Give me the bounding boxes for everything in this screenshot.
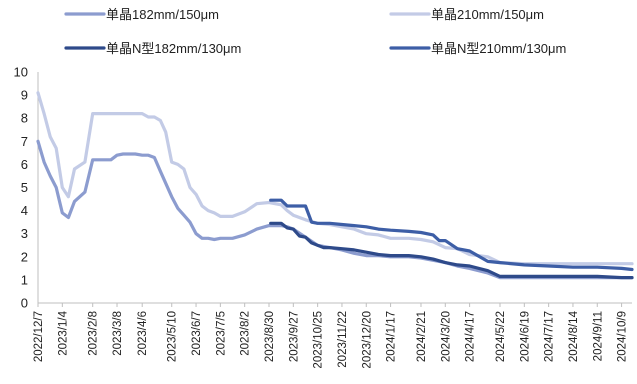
legend-label: 单晶210mm/150μm (431, 7, 544, 22)
x-tick-label: 2023/8/30 (264, 311, 276, 362)
x-tick-label: 2023/10/25 (313, 311, 325, 369)
x-tick-label: 2023/11/22 (337, 311, 349, 368)
x-tick-label: 2023/6/7 (191, 311, 203, 356)
x-tick-label: 2022/12/7 (33, 311, 45, 362)
series-line-2 (36, 91, 634, 266)
x-tick-label: 2024/4/17 (465, 311, 477, 362)
x-tick-label: 2023/4/6 (137, 311, 149, 356)
series-line-4 (269, 198, 634, 272)
y-tick-label: 2 (21, 249, 28, 264)
x-tick-label: 2023/1/4 (57, 310, 69, 355)
series-line-1 (36, 139, 634, 280)
x-tick-label: 2023/9/27 (288, 311, 300, 362)
x-tick-label: 2023/2/8 (88, 311, 100, 356)
series-line-3 (269, 221, 634, 280)
x-tick-label: 2024/6/19 (519, 311, 531, 362)
x-tick-label: 2024/5/22 (495, 311, 507, 362)
y-tick-label: 6 (21, 157, 28, 172)
x-tick-label: 2024/1/17 (386, 311, 398, 362)
x-tick-label: 2024/3/20 (440, 311, 452, 362)
x-tick-label: 2023/8/2 (240, 311, 252, 356)
legend-label: 单晶N型210mm/130μm (431, 41, 566, 56)
legend-label: 单晶N型182mm/130μm (106, 41, 241, 56)
y-tick-label: 7 (21, 134, 28, 149)
y-tick-label: 0 (21, 296, 28, 311)
plot-series (36, 91, 634, 280)
y-axis: 0 1 2 3 4 5 6 7 8 9 10 (14, 65, 39, 311)
x-tick-label: 2024/7/17 (544, 311, 556, 362)
x-tick-label: 2023/12/20 (361, 311, 373, 369)
y-tick-label: 5 (21, 180, 28, 195)
legend: 单晶182mm/150μm 单晶210mm/150μm 单晶N型182mm/130μ… (64, 7, 566, 56)
y-tick-label: 3 (21, 226, 28, 241)
x-tick-label: 2024/2/21 (416, 311, 428, 362)
x-tick-label: 2024/9/11 (592, 311, 604, 361)
x-tick-label: 2023/7/5 (215, 311, 227, 356)
y-tick-label: 4 (21, 203, 28, 218)
y-tick-label: 9 (21, 88, 28, 103)
y-tick-label: 1 (21, 272, 28, 287)
x-tick-label: 2023/3/8 (112, 311, 124, 356)
x-tick-label: 2024/8/14 (568, 310, 580, 362)
y-tick-label: 10 (14, 65, 28, 80)
x-tick-label: 2024/10/9 (617, 311, 629, 362)
x-tick-label: 2023/5/10 (167, 311, 179, 362)
y-tick-label: 8 (21, 111, 28, 126)
legend-label: 单晶182mm/150μm (106, 7, 219, 22)
x-axis: 2022/12/7 2023/1/4 2023/2/8 2023/3/8 2023/4/… (33, 302, 632, 369)
